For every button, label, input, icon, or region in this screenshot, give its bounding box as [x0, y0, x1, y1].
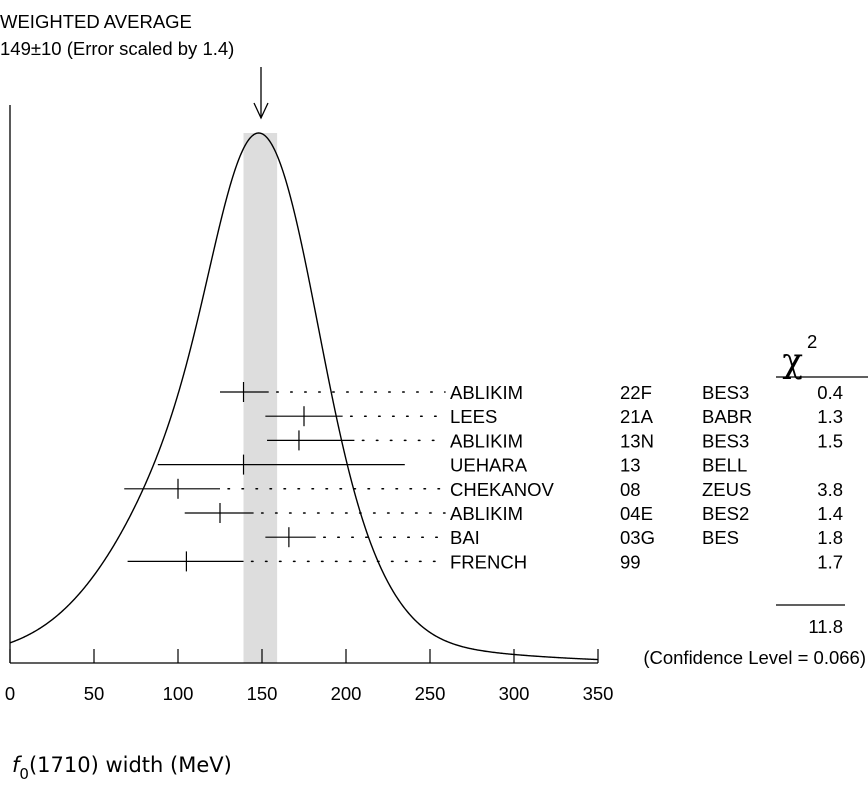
chi2-value: 1.4	[817, 503, 843, 524]
year-label: 04E	[620, 503, 653, 524]
year-label: 08	[620, 479, 641, 500]
measurement-row: BAI 03G BES 1.8	[265, 527, 843, 548]
year-label: 13N	[620, 430, 654, 451]
x-tick-label: 250	[415, 683, 446, 704]
experiment-label: BES	[702, 527, 739, 548]
average-arrow	[253, 67, 269, 120]
x-axis-tick-labels: 0 50 100 150 200 250 300 350	[5, 683, 614, 704]
x-tick-label: 50	[84, 683, 105, 704]
measurement-row: ABLIKIM 22F BES3 0.4	[220, 382, 843, 403]
confidence-level: (Confidence Level = 0.066)	[643, 647, 866, 668]
ideogram-curve	[9, 132, 599, 661]
chart-subtitle: 149±10 (Error scaled by 1.4)	[0, 38, 234, 59]
author-label: FRENCH	[450, 551, 527, 572]
measurements: ABLIKIM 22F BES3 0.4 LEES 21A BABR 1.3 ABLIKIM 13…	[124, 382, 843, 572]
measurement-row: UEHARA 13 BELL	[157, 454, 747, 476]
author-label: BAI	[450, 527, 480, 548]
x-tick-label: 350	[583, 683, 614, 704]
experiment-label: ZEUS	[702, 479, 751, 500]
year-label: 21A	[620, 406, 654, 427]
chi2-value: 3.8	[817, 479, 843, 500]
author-label: LEES	[450, 406, 497, 427]
x-axis-label: f0(1710) width (MeV)	[12, 753, 232, 783]
experiment-label: BABR	[702, 406, 752, 427]
author-label: UEHARA	[450, 455, 528, 476]
chi2-total: 11.8	[808, 616, 843, 637]
x-tick-label: 0	[5, 683, 15, 704]
chi2-header-exponent: 2	[807, 331, 817, 352]
chart-title: WEIGHTED AVERAGE	[0, 11, 192, 32]
experiment-label: BES3	[702, 430, 749, 451]
experiment-label: BES3	[702, 382, 749, 403]
measurement-row: FRENCH 99 1.7	[127, 551, 843, 572]
x-tick-label: 200	[331, 683, 362, 704]
year-label: 22F	[620, 382, 652, 403]
chi2-value: 1.5	[817, 430, 843, 451]
year-label: 99	[620, 551, 641, 572]
chi2-value: 0.4	[817, 382, 843, 403]
average-band	[243, 133, 278, 663]
measurement-row: ABLIKIM 13N BES3 1.5	[267, 430, 843, 451]
chi2-value: 1.7	[817, 551, 843, 572]
chi2-value: 1.3	[817, 406, 843, 427]
x-tick-label: 300	[499, 683, 530, 704]
author-label: CHEKANOV	[450, 479, 554, 500]
year-label: 03G	[620, 527, 655, 548]
x-tick-label: 150	[247, 683, 278, 704]
author-label: ABLIKIM	[450, 430, 523, 451]
x-tick-label: 100	[163, 683, 194, 704]
measurement-row: LEES 21A BABR 1.3	[265, 406, 843, 427]
measurement-row: ABLIKIM 04E BES2 1.4	[184, 503, 843, 524]
chi2-header: χ	[782, 341, 803, 381]
experiment-label: BES2	[702, 503, 749, 524]
measurement-row: CHEKANOV 08 ZEUS 3.8	[124, 478, 843, 500]
x-axis-ticks	[9, 649, 599, 663]
author-label: ABLIKIM	[450, 503, 523, 524]
year-label: 13	[620, 455, 641, 476]
author-label: ABLIKIM	[450, 382, 523, 403]
chi2-value: 1.8	[817, 527, 843, 548]
experiment-label: BELL	[702, 455, 747, 476]
